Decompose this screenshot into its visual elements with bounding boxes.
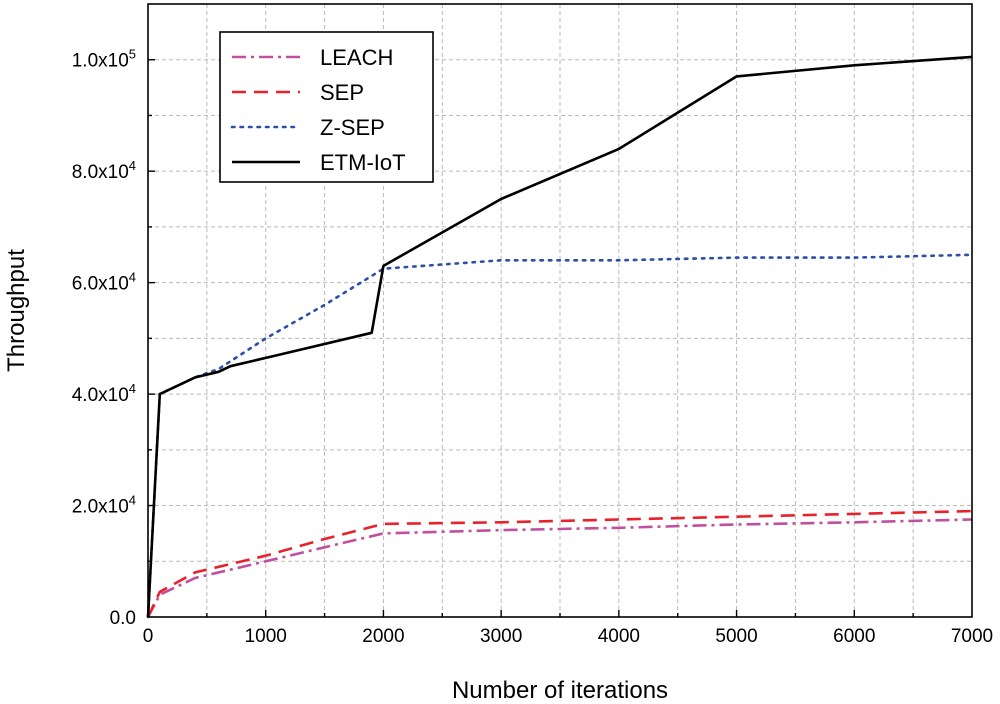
y-tick-label: 0.0 xyxy=(110,608,136,629)
series-line-sep xyxy=(146,509,973,618)
y-tick-label: 6.0x104 xyxy=(72,270,136,295)
x-tick-label: 5000 xyxy=(715,626,757,647)
legend-label-leach: LEACH xyxy=(320,45,393,70)
x-tick-label: 6000 xyxy=(833,626,875,647)
legend-box xyxy=(219,31,434,183)
x-tick-label: 1000 xyxy=(245,626,287,647)
x-axis-title: Number of iterations xyxy=(452,677,668,704)
x-tick-label: 7000 xyxy=(951,626,993,647)
series-line-leach xyxy=(146,518,973,618)
y-axis-title: Throughput xyxy=(3,249,30,372)
x-tick-label: 3000 xyxy=(480,626,522,647)
x-tick-label: 4000 xyxy=(598,626,640,647)
series-lines xyxy=(146,55,974,619)
y-tick-label: 4.0x104 xyxy=(72,381,136,406)
x-tick-label: 0 xyxy=(143,626,154,647)
y-tick-label: 2.0x104 xyxy=(72,493,136,518)
legend: LEACH SEP Z-SEP ETM-IoT xyxy=(219,31,434,183)
series-line-etm-iot xyxy=(146,55,973,618)
series-line-z-sep xyxy=(146,253,974,619)
legend-label-z-sep: Z-SEP xyxy=(320,115,385,140)
legend-label-etm-iot: ETM-IoT xyxy=(320,150,406,175)
x-tick-label: 2000 xyxy=(362,626,404,647)
y-tick-label: 8.0x104 xyxy=(72,158,136,183)
legend-label-sep: SEP xyxy=(320,80,364,105)
grid xyxy=(148,4,972,617)
axis-ticks: 0 1000 2000 3000 4000 5000 6000 7000 0.0 2.0x104 4… xyxy=(72,47,993,647)
y-tick-label: 1.0x105 xyxy=(72,47,136,72)
